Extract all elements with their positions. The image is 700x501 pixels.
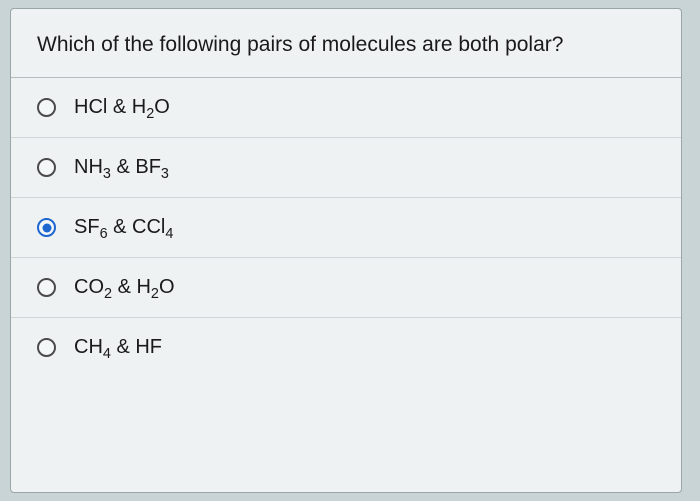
option-row[interactable]: HCl & H2O (11, 78, 681, 137)
question-card: Which of the following pairs of molecule… (10, 8, 682, 493)
option-label: NH3 & BF3 (74, 156, 169, 179)
option-label: CO2 & H2O (74, 276, 175, 299)
radio-icon[interactable] (37, 338, 56, 357)
option-row[interactable]: CH4 & HF (11, 317, 681, 377)
option-row[interactable]: CO2 & H2O (11, 257, 681, 317)
radio-icon[interactable] (37, 98, 56, 117)
question-block: Which of the following pairs of molecule… (11, 9, 681, 78)
option-label: CH4 & HF (74, 336, 162, 359)
option-row[interactable]: NH3 & BF3 (11, 137, 681, 197)
option-label: HCl & H2O (74, 96, 170, 119)
question-text: Which of the following pairs of molecule… (37, 31, 655, 59)
radio-icon[interactable] (37, 158, 56, 177)
radio-icon[interactable] (37, 278, 56, 297)
radio-icon[interactable] (37, 218, 56, 237)
option-label: SF6 & CCl4 (74, 216, 173, 239)
options-list: HCl & H2O NH3 & BF3 SF6 & CCl4 CO2 & H2O CH4… (11, 78, 681, 377)
option-row[interactable]: SF6 & CCl4 (11, 197, 681, 257)
